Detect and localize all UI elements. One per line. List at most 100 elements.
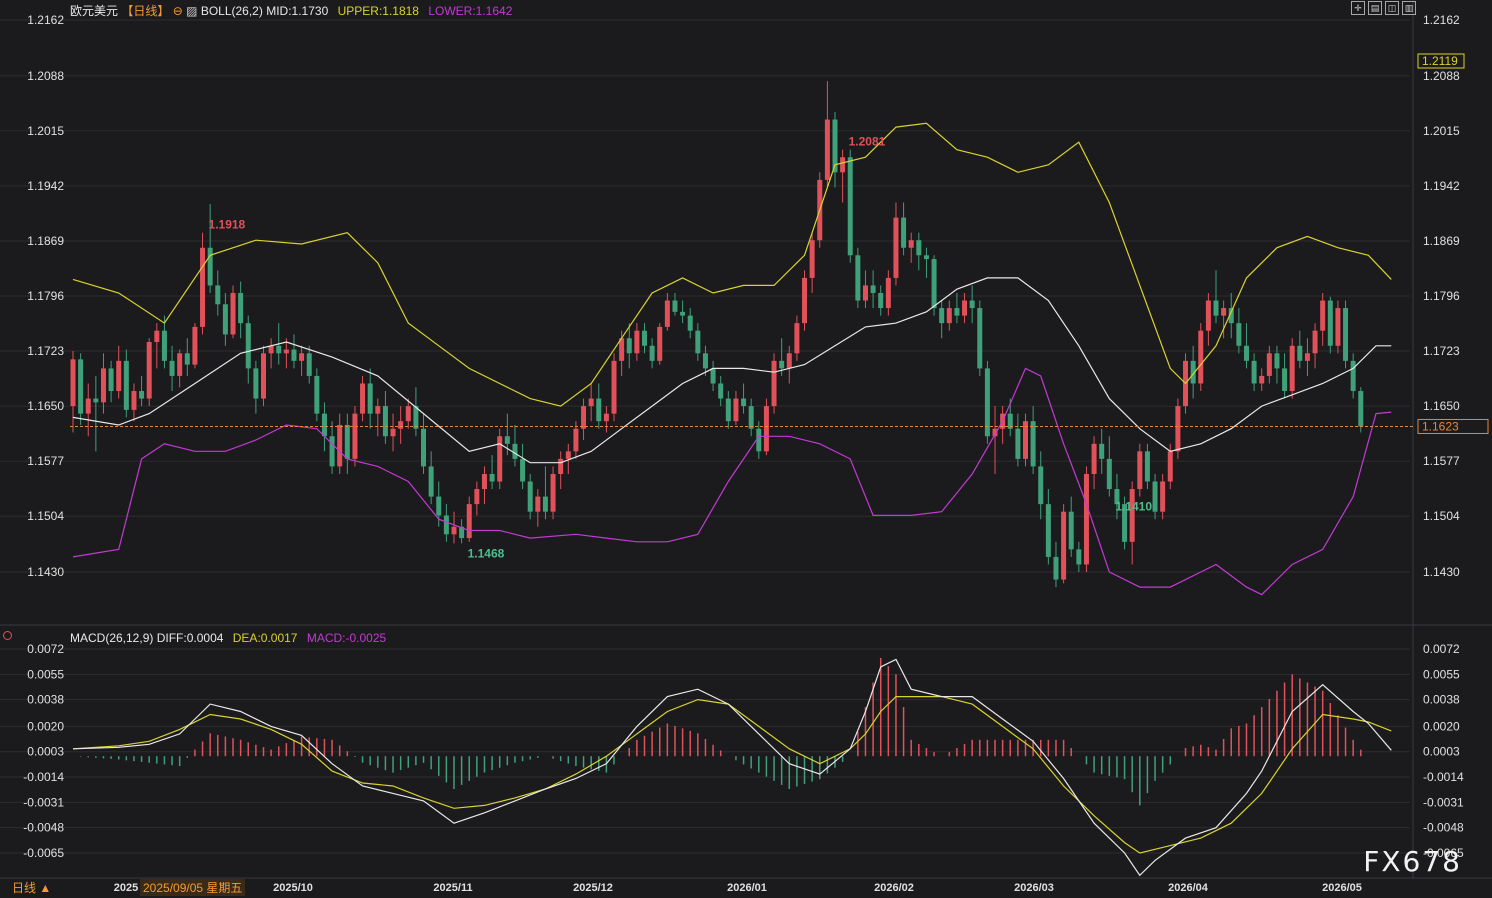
time-axis-label: 2025: [114, 882, 138, 894]
candle-body: [840, 157, 846, 173]
macd-axis-left-label: -0.0031: [23, 795, 64, 809]
candle-body: [1274, 353, 1280, 369]
price-axis-left-label: 1.2162: [27, 13, 64, 27]
macd-axis-left-label: 0.0072: [27, 642, 64, 656]
candle-body: [962, 300, 968, 316]
candle-body: [718, 383, 724, 399]
candle-body: [862, 285, 868, 301]
candle-body: [779, 360, 785, 369]
macd-indicator[interactable]: MACD(26,12,9): [70, 631, 154, 645]
price-axis-left-label: 1.1796: [27, 289, 64, 303]
candle-body: [901, 217, 907, 248]
split-icon[interactable]: ◫: [1385, 1, 1399, 15]
boll-upper-line: [72, 122, 1392, 407]
macd-diff-line: [72, 658, 1392, 877]
candle-body: [619, 338, 625, 361]
price-axis-right-label: 1.1942: [1423, 179, 1460, 193]
macd-header: MACD(26,12,9) DIFF:0.0004 DEA:0.0017 MAC…: [70, 631, 386, 645]
candle-body: [291, 349, 297, 361]
period-switch[interactable]: 日线 ▲: [12, 881, 52, 895]
candle-body: [299, 353, 305, 361]
macd-axis-right-label: -0.0031: [1423, 795, 1464, 809]
price-axis-left-label: 1.1723: [27, 344, 64, 358]
candle-body: [367, 383, 373, 414]
boll-mid-line: [72, 277, 1392, 464]
boll-indicator[interactable]: BOLL(26,2): [200, 4, 263, 18]
macd-axis-right-label: 0.0038: [1423, 693, 1460, 707]
candle-body: [1335, 308, 1341, 346]
settings-icon[interactable]: ▥: [1402, 1, 1416, 15]
candle-body: [238, 292, 244, 324]
candle-body: [581, 406, 587, 429]
candle-body: [207, 247, 213, 286]
macd-dea-line: [72, 696, 1392, 854]
candle-body: [657, 326, 663, 361]
candle-body: [413, 406, 419, 429]
main-header: 欧元美元 【日线】 ⊖ ▨ BOLL(26,2) MID:1.1730 UPPE…: [70, 2, 512, 19]
price-axis-left-label: 1.1942: [27, 179, 64, 193]
candle-body: [70, 359, 76, 407]
candle-body: [1198, 330, 1204, 384]
last-price-label: 1.1623: [1422, 419, 1459, 433]
low-annotation: 1.1468: [468, 546, 505, 560]
candle-body: [573, 428, 579, 452]
candle-body: [1015, 428, 1021, 459]
candle-body: [1289, 345, 1295, 392]
candle-body: [451, 526, 457, 535]
candle-body: [1129, 489, 1135, 542]
macd-axis-right-label: 0.0072: [1423, 642, 1460, 656]
candle-body: [527, 481, 533, 512]
candle-body: [497, 436, 503, 482]
price-axis-right-label: 1.1869: [1423, 234, 1460, 248]
boll-upper-value: UPPER:1.1818: [337, 4, 419, 18]
lock-icon[interactable]: ⊖: [172, 4, 183, 18]
candle-body: [1167, 451, 1173, 482]
candle-body: [1030, 421, 1036, 467]
macd-axis-left-label: 0.0055: [27, 667, 64, 681]
candle-body: [565, 451, 571, 459]
price-axis-right-label: 1.1577: [1423, 454, 1460, 468]
candle-body: [520, 458, 526, 482]
candle-body: [680, 311, 686, 316]
upper-price-box: [1417, 53, 1465, 69]
candle-body: [108, 368, 114, 392]
candle-body: [977, 308, 983, 369]
macd-axis-right-label: 0.0055: [1423, 667, 1460, 681]
candle-body: [1137, 451, 1143, 490]
crosshair-icon[interactable]: ✛: [1351, 1, 1365, 15]
layout-icon[interactable]: ▤: [1368, 1, 1382, 15]
candle-body: [725, 398, 731, 422]
candle-body: [192, 326, 198, 365]
candle-body: [1343, 308, 1349, 361]
candle-body: [748, 406, 754, 429]
candle-body: [1152, 481, 1158, 512]
candle-body: [139, 391, 145, 399]
candle-body: [1320, 300, 1326, 331]
panel-close-icon[interactable]: [3, 631, 12, 640]
period-label[interactable]: 【日线】: [121, 4, 170, 18]
macd-axis-left-label: -0.0014: [23, 770, 64, 784]
candle-body: [771, 360, 777, 407]
candle-body: [382, 406, 388, 437]
macd-axis-left-label: 0.0020: [27, 719, 64, 733]
candle-body: [283, 349, 289, 354]
candle-body: [245, 323, 251, 369]
candle-body: [535, 496, 541, 512]
price-axis-right-label: 1.1504: [1423, 509, 1460, 523]
candle-body: [146, 342, 152, 399]
candle-body: [1213, 300, 1219, 316]
candle-body: [1122, 504, 1128, 542]
macd-axis-right-label: 0.0020: [1423, 719, 1460, 733]
candle-body: [992, 428, 998, 437]
candle-body: [1160, 481, 1166, 512]
candle-body: [1259, 375, 1265, 384]
high-annotation: 1.2081: [849, 135, 886, 149]
candle-body: [100, 368, 106, 403]
candle-body: [1106, 458, 1112, 490]
candle-body: [832, 119, 838, 173]
candle-body: [1266, 353, 1272, 376]
boll-mid-value: MID:1.1730: [266, 4, 329, 18]
candle-body: [222, 304, 228, 335]
candle-body: [306, 353, 312, 376]
